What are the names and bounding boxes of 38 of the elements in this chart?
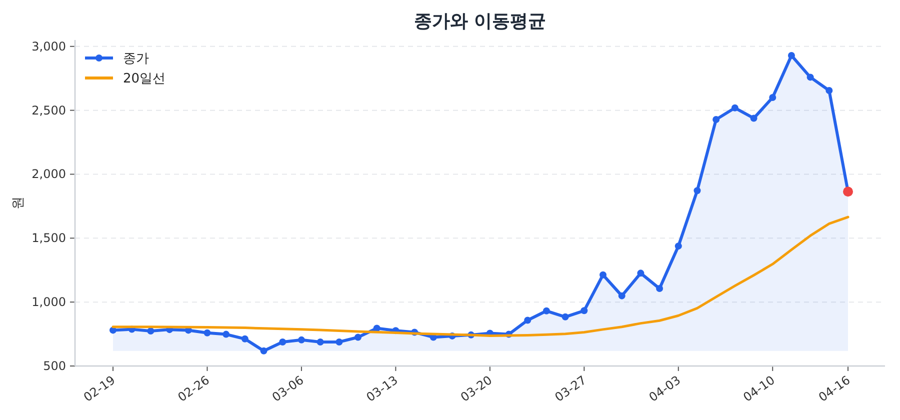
point <box>750 114 758 122</box>
point <box>241 335 248 342</box>
point <box>600 271 606 278</box>
point <box>542 307 550 314</box>
y-tick-label: 3,000 <box>32 39 66 54</box>
point <box>806 74 814 81</box>
y-tick-label: 1,500 <box>32 231 66 246</box>
point <box>694 187 701 194</box>
point <box>204 329 211 336</box>
point <box>354 334 362 341</box>
y-tick-label: 2,500 <box>32 103 66 118</box>
y-tick-label: 2,000 <box>32 167 66 182</box>
point <box>298 336 305 344</box>
point <box>260 347 268 354</box>
point <box>580 307 588 314</box>
legend-label: 20일선 <box>123 72 166 86</box>
chart-title: 종가와 이동평균 <box>414 11 546 32</box>
point <box>562 313 569 320</box>
point <box>147 327 154 334</box>
point <box>731 104 738 112</box>
y-axis-title: 원 <box>11 196 26 210</box>
point <box>656 285 664 292</box>
point <box>336 338 343 346</box>
y-tick-label: 1,000 <box>32 295 66 310</box>
y-tick-label: 500 <box>43 359 66 373</box>
point <box>674 242 682 250</box>
point <box>788 52 795 59</box>
point <box>279 338 286 346</box>
point <box>316 338 324 346</box>
legend-label: 종가 <box>123 52 149 66</box>
point <box>712 116 720 124</box>
point <box>222 330 230 338</box>
point <box>618 292 626 300</box>
point <box>826 87 833 94</box>
point <box>769 94 776 102</box>
point <box>373 324 380 332</box>
point <box>637 270 644 277</box>
point <box>524 316 532 324</box>
